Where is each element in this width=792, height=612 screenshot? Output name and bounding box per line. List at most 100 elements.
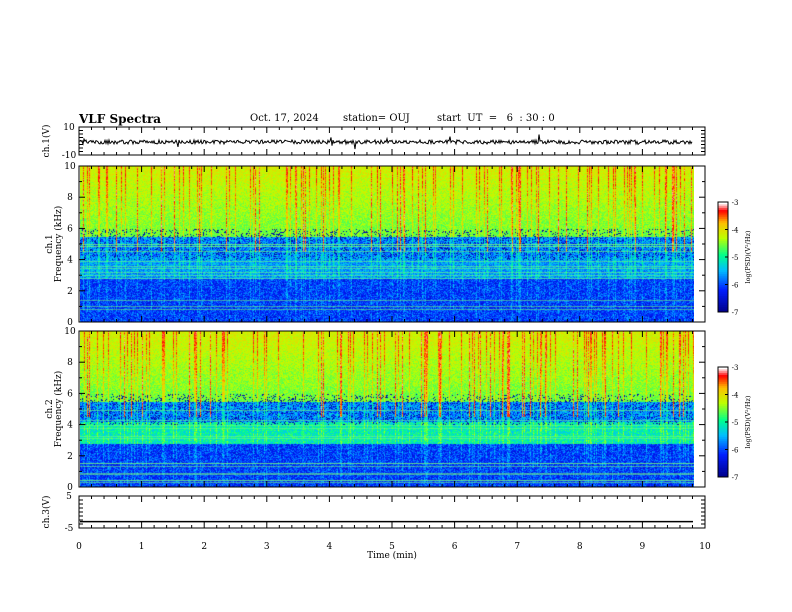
colorbar-segment	[718, 231, 728, 234]
colorbar-segment	[718, 458, 728, 461]
x-tick-label: 8	[577, 542, 583, 552]
colorbar-segment	[718, 249, 728, 252]
colorbar-segment	[718, 235, 728, 238]
colorbar-segment	[718, 273, 728, 276]
colorbar-segment	[718, 209, 728, 212]
x-tick-label: 4	[327, 542, 333, 552]
start-time-label: start UT = 6 : 30 : 0	[437, 113, 555, 124]
colorbar-segment	[718, 462, 728, 465]
colorbar-segment	[718, 438, 728, 441]
colorbar-segment	[718, 266, 728, 269]
colorbar-segment	[718, 376, 728, 379]
colorbar-segment	[718, 236, 728, 240]
colorbar-segment	[718, 401, 728, 405]
colorbar-segment	[718, 394, 728, 397]
colorbar-segment	[718, 213, 728, 216]
colorbar-segment	[718, 429, 728, 432]
colorbar-segment	[718, 279, 728, 282]
colorbar-tick-label: -7	[732, 474, 739, 482]
colorbar-segment	[718, 255, 728, 258]
colorbar-segment	[718, 434, 728, 438]
colorbar-segment	[718, 251, 728, 254]
colorbar-segment	[718, 467, 728, 471]
colorbar-segment	[718, 306, 728, 309]
colorbar-segment	[718, 387, 728, 390]
colorbar-segment	[718, 238, 728, 241]
colorbar-segment	[718, 389, 728, 392]
colorbar-segment	[718, 453, 728, 456]
y-tick-label: 4	[67, 256, 73, 266]
colorbar-tick-label: -5	[732, 419, 739, 427]
ch1-waveform-line	[79, 134, 693, 150]
colorbar-segment	[718, 308, 728, 311]
colorbar-segment	[718, 205, 728, 208]
colorbar-segment	[718, 293, 728, 296]
colorbar-segment	[718, 414, 728, 417]
colorbar-segment	[718, 304, 728, 307]
colorbar-segment	[718, 431, 728, 434]
colorbar-segment	[718, 407, 728, 410]
colorbar-segment	[718, 225, 728, 229]
x-tick-label: 0	[76, 542, 82, 552]
x-tick-label: 7	[514, 542, 520, 552]
y-tick-label: 2	[67, 287, 73, 297]
y-tick-label: 5	[66, 492, 72, 502]
colorbar-tick-label: -6	[732, 447, 739, 455]
colorbar-segment	[718, 246, 728, 249]
colorbar-segment	[718, 240, 728, 243]
colorbar-segment	[718, 451, 728, 454]
colorbar-segment	[718, 288, 728, 291]
colorbar-label: log(PSD)(V²/Hz)	[744, 395, 752, 448]
colorbar-segment	[718, 220, 728, 223]
figure-title: VLF Spectra	[79, 112, 162, 126]
colorbar-segment	[718, 286, 728, 289]
x-tick-label: 1	[139, 542, 145, 552]
colorbar-segment	[718, 449, 728, 452]
colorbar-segment	[718, 460, 728, 463]
colorbar-segment	[718, 301, 728, 304]
colorbar-segment	[718, 400, 728, 403]
y-tick-label: 0	[67, 318, 73, 328]
x-tick-label: 5	[389, 542, 395, 552]
colorbar-segment	[718, 469, 728, 472]
colorbar-segment	[718, 466, 728, 469]
y-tick-label: 8	[67, 193, 73, 203]
colorbar-segment	[718, 447, 728, 450]
colorbar-segment	[718, 367, 728, 370]
colorbar-segment	[718, 233, 728, 236]
y-axis-label-line1: ch.2	[45, 399, 55, 418]
colorbar-segment	[718, 471, 728, 474]
colorbar-segment	[718, 464, 728, 467]
date-label: Oct. 17, 2024	[250, 113, 319, 124]
colorbar-segment	[718, 216, 728, 219]
colorbar-segment	[718, 207, 728, 210]
y-tick-label: 10	[63, 123, 75, 133]
colorbar-segment	[718, 455, 728, 458]
spectrogram-image	[80, 331, 694, 487]
x-tick-label: 2	[201, 542, 207, 552]
x-tick-label: 9	[640, 542, 646, 552]
colorbar-segment	[718, 433, 728, 436]
y-tick-label: 8	[67, 358, 73, 368]
y-axis-label-line2: Frequency (kHz)	[53, 371, 64, 448]
colorbar-segment	[718, 269, 728, 273]
y-tick-label: 0	[67, 483, 73, 493]
y-axis-label: ch.1 Frequency (kHz)	[45, 206, 64, 283]
colorbar-segment	[718, 423, 728, 427]
colorbar-segment	[718, 425, 728, 428]
colorbar-segment	[718, 302, 728, 306]
y-tick-label: 2	[67, 452, 73, 462]
y-axis-label: ch.2 Frequency (kHz)	[45, 371, 64, 448]
colorbar-segment	[718, 370, 728, 373]
colorbar-segment	[718, 284, 728, 287]
colorbar-segment	[718, 258, 728, 262]
colorbar-segment	[718, 291, 728, 295]
colorbar-segment	[718, 385, 728, 388]
station-label: station= OUJ	[343, 113, 410, 124]
colorbar-segment	[718, 436, 728, 439]
colorbar-segment	[718, 372, 728, 375]
colorbar-segment	[718, 260, 728, 263]
colorbar-segment	[718, 295, 728, 298]
colorbar-segment	[718, 242, 728, 245]
